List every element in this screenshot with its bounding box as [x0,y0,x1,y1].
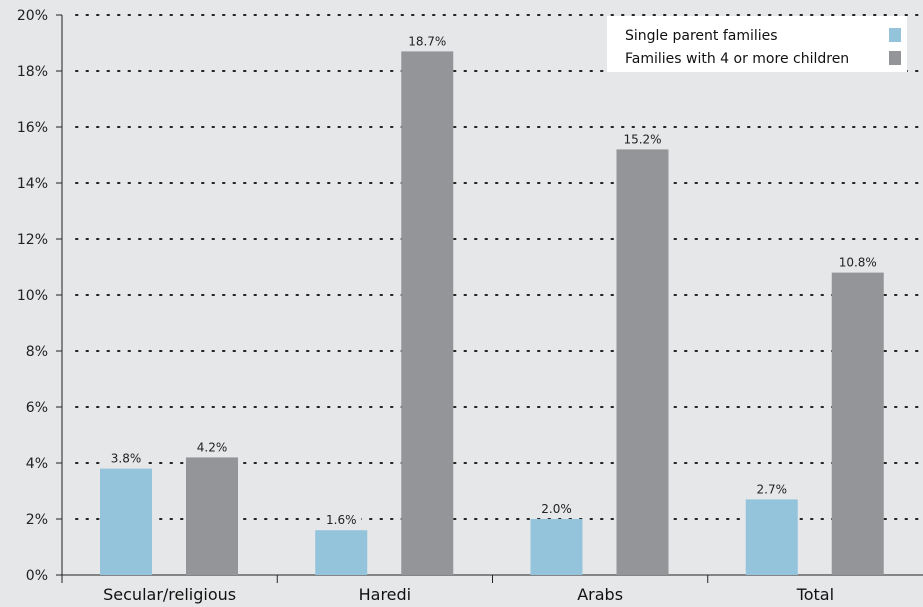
y-tick-label: 2% [26,512,48,528]
y-tick-label: 4% [26,456,48,472]
bar-large-families [186,457,238,575]
y-tick-label: 0% [26,568,48,584]
y-tick-label: 8% [26,344,48,360]
data-label: 4.2% [197,440,228,454]
bar-large-families [616,149,669,575]
y-tick-label: 20% [17,8,48,24]
data-label-bg [106,449,146,466]
data-label-bg [751,480,792,497]
data-label: 1.6% [326,513,357,527]
data-labels: 3.8% 1.6% 2.0% 2.7% 4.2% 18.7% 15.2% 10.8% [106,32,878,528]
y-tick-label: 18% [17,64,48,80]
x-category-label: Haredi [359,585,412,604]
bar-single-parent [100,468,152,575]
data-label-bg [407,32,448,49]
legend-label-large-families: Families with 4 or more children [625,51,849,67]
data-label: 15.2% [623,132,661,146]
y-tick-label: 14% [17,176,48,192]
bar-single-parent [315,530,368,575]
bar-single-parent [745,499,798,575]
x-category-label: Arabs [577,585,623,604]
y-tick-label: 16% [17,120,48,136]
x-category-label: Total [796,585,834,604]
data-label: 10.8% [839,256,877,270]
data-label: 2.7% [757,482,788,496]
data-label: 3.8% [111,452,142,466]
legend: Single parent families Families with 4 o… [607,16,907,72]
y-tick-label: 6% [26,400,48,416]
axes: 0% 2% 4% 6% 8% 10% 12% 14% 16% 18% 20% Secular/reli… [17,8,923,604]
y-tick-label: 12% [17,232,48,248]
legend-box [607,16,907,72]
legend-label-single-parent: Single parent families [625,28,778,44]
data-label-bg [536,500,577,516]
bars [100,51,884,575]
data-label-bg [622,130,663,147]
legend-swatch-single-parent [889,28,901,42]
bar-large-families [401,51,454,575]
bar-single-parent [530,519,583,575]
bar-large-families [831,272,884,575]
data-label-bg [321,511,362,528]
data-label: 2.0% [541,502,572,516]
data-label-bg [192,438,232,455]
x-category-label: Secular/religious [103,585,236,604]
data-label-bg [837,253,878,270]
y-tick-label: 10% [17,288,48,304]
data-label: 18.7% [408,34,446,48]
legend-swatch-large-families [889,51,901,65]
